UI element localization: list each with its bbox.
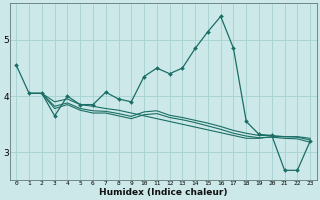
X-axis label: Humidex (Indice chaleur): Humidex (Indice chaleur) [99,188,228,197]
